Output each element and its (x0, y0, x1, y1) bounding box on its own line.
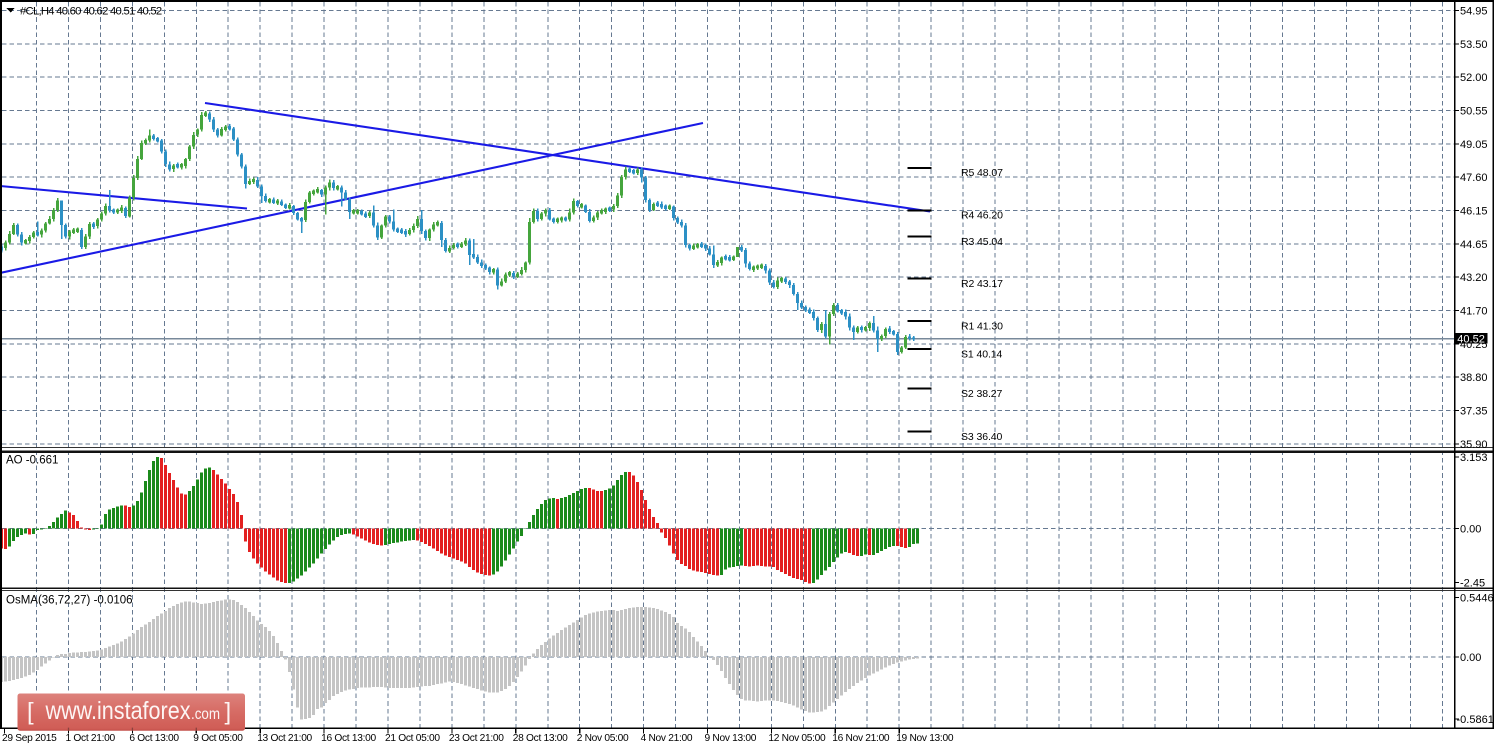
svg-text:35.90: 35.90 (1460, 439, 1488, 451)
svg-text:0.00: 0.00 (1460, 524, 1481, 536)
svg-text:47.60: 47.60 (1460, 172, 1488, 184)
svg-text:52.00: 52.00 (1460, 72, 1488, 84)
svg-text:16 Oct 13:00: 16 Oct 13:00 (321, 733, 376, 744)
svg-text:44.65: 44.65 (1460, 239, 1488, 251)
svg-text:21 Oct 05:00: 21 Oct 05:00 (385, 733, 440, 744)
svg-text:23 Oct 21:00: 23 Oct 21:00 (449, 733, 504, 744)
svg-text:9 Nov 13:00: 9 Nov 13:00 (705, 733, 757, 744)
svg-text:.com: .com (191, 706, 220, 723)
svg-text:0.00: 0.00 (1460, 652, 1481, 664)
svg-text:49.05: 49.05 (1460, 139, 1488, 151)
svg-text:6 Oct 13:00: 6 Oct 13:00 (129, 733, 179, 744)
svg-text:]: ] (225, 699, 232, 726)
svg-text:37.35: 37.35 (1460, 406, 1488, 418)
svg-text:S2 38.27: S2 38.27 (961, 388, 1002, 400)
svg-text:29 Sep 2015: 29 Sep 2015 (2, 733, 57, 744)
svg-text:0.5446: 0.5446 (1460, 593, 1494, 605)
svg-text:53.50: 53.50 (1460, 39, 1488, 51)
svg-text:50.55: 50.55 (1460, 106, 1488, 118)
svg-text:46.15: 46.15 (1460, 206, 1488, 218)
svg-text:13 Oct 21:00: 13 Oct 21:00 (257, 733, 312, 744)
svg-text:[: [ (27, 699, 34, 726)
svg-text:28 Oct 13:00: 28 Oct 13:00 (513, 733, 568, 744)
svg-text:38.80: 38.80 (1460, 372, 1488, 384)
svg-text:3.153: 3.153 (1460, 452, 1488, 464)
svg-text:9 Oct 05:00: 9 Oct 05:00 (193, 733, 243, 744)
svg-text:R2 43.17: R2 43.17 (961, 278, 1003, 290)
svg-text:2 Nov 05:00: 2 Nov 05:00 (577, 733, 629, 744)
svg-text:-0.5861: -0.5861 (1457, 714, 1494, 726)
svg-text:#CL,H4 40.60 40.62 40.51 40.5: #CL,H4 40.60 40.62 40.51 40.52 (20, 6, 162, 18)
svg-text:R1 41.30: R1 41.30 (961, 320, 1003, 332)
svg-text:AO -0.661: AO -0.661 (6, 455, 58, 467)
svg-text:12 Nov 05:00: 12 Nov 05:00 (768, 733, 826, 744)
svg-text:16 Nov 21:00: 16 Nov 21:00 (832, 733, 890, 744)
svg-text:1 Oct 21:00: 1 Oct 21:00 (66, 733, 116, 744)
svg-text:-2.45: -2.45 (1460, 578, 1485, 590)
svg-text:OsMA(36,72,27) -0.0106: OsMA(36,72,27) -0.0106 (6, 595, 133, 607)
svg-text:4 Nov 21:00: 4 Nov 21:00 (641, 733, 693, 744)
svg-text:R5 48.07: R5 48.07 (961, 167, 1003, 179)
svg-text:R4 46.20: R4 46.20 (961, 210, 1003, 222)
svg-text:S1 40.14: S1 40.14 (961, 348, 1002, 360)
svg-text:54.95: 54.95 (1460, 6, 1488, 18)
svg-text:43.20: 43.20 (1460, 272, 1488, 284)
svg-text:S3 36.40: S3 36.40 (961, 431, 1002, 443)
svg-text:40.52: 40.52 (1457, 334, 1485, 346)
svg-text:R3 45.04: R3 45.04 (961, 236, 1003, 248)
svg-text:19 Nov 13:00: 19 Nov 13:00 (896, 733, 954, 744)
svg-text:41.70: 41.70 (1460, 306, 1488, 318)
svg-text:www.instaforex: www.instaforex (45, 697, 191, 725)
